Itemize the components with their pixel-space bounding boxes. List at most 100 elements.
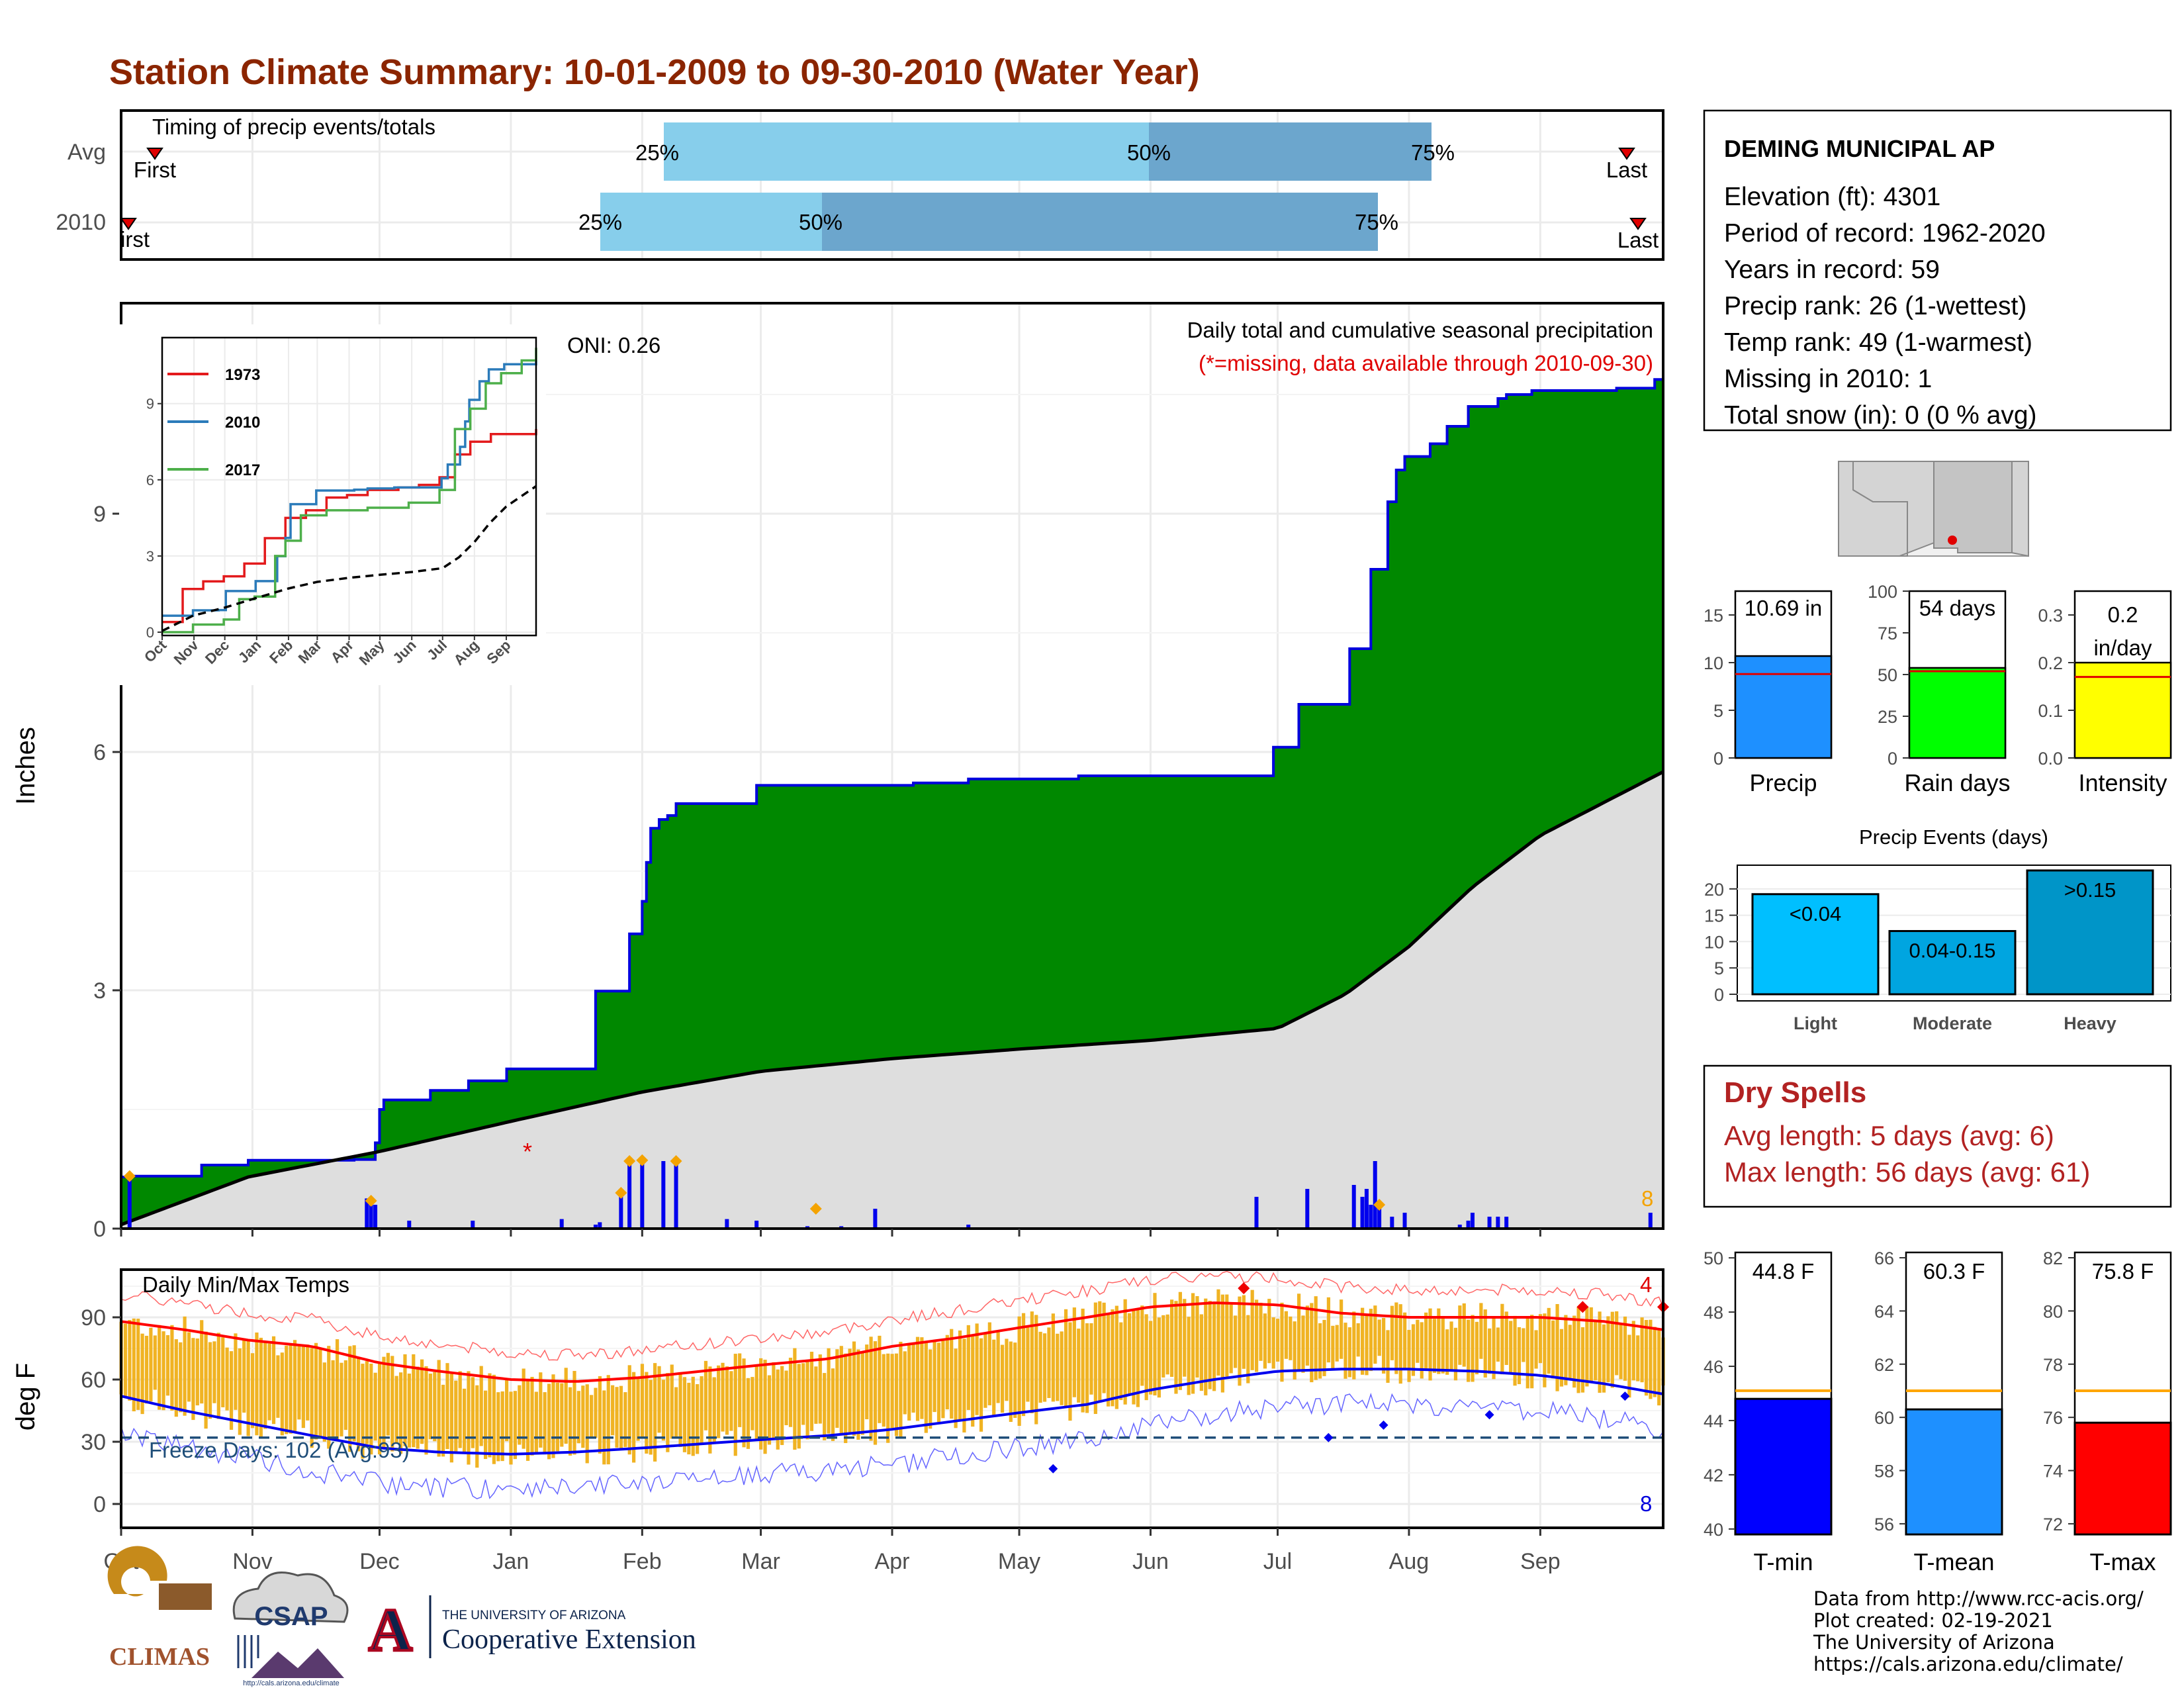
temp-bar-tick-label: 80 (2043, 1301, 2063, 1321)
daily-temp-range-bar (941, 1340, 945, 1419)
daily-temp-range-bar (1246, 1315, 1250, 1383)
record-high-marker (1576, 1301, 1589, 1313)
daily-temp-range-bar (1093, 1302, 1097, 1415)
daily-temp-range-bar (488, 1373, 492, 1458)
summary-bar-tick-label: 0.1 (2038, 701, 2063, 721)
daily-precip-bar (1470, 1213, 1475, 1229)
daily-temp-range-bar (1407, 1330, 1411, 1382)
daily-temp-range-bar (1496, 1327, 1500, 1362)
daily-temp-range-bar (1212, 1303, 1216, 1391)
daily-temp-range-bar (449, 1374, 453, 1463)
daily-precip-bar (966, 1225, 971, 1229)
record-high-marker (1238, 1282, 1250, 1295)
daily-temp-range-bar (772, 1362, 776, 1439)
daily-temp-range-bar (1326, 1297, 1331, 1363)
daily-temp-range-bar (945, 1335, 949, 1410)
station-info-box: DEMING MUNICIPAL AP Elevation (ft): 4301… (1703, 109, 2172, 432)
daily-temp-range-bar (483, 1390, 488, 1460)
daily-temp-range-bar (590, 1395, 594, 1438)
daily-temp-range-bar (793, 1348, 797, 1450)
daily-temp-range-bar (424, 1366, 428, 1455)
daily-temp-range-bar (1038, 1331, 1042, 1403)
footer-credits: Data from http://www.rcc-acis.org/ Plot … (1813, 1587, 2144, 1675)
summary-bar-value-unit: in/day (2093, 635, 2152, 660)
daily-temp-range-bar (1411, 1324, 1416, 1376)
daily-temp-range-bar (221, 1337, 225, 1407)
daily-temp-range-bar (420, 1359, 424, 1444)
daily-temp-range-bar (398, 1372, 403, 1454)
daily-temp-range-bar (780, 1366, 784, 1445)
daily-temp-range-bar (280, 1352, 284, 1436)
daily-temp-range-bar (1034, 1315, 1038, 1425)
daily-temp-range-bar (1233, 1315, 1238, 1368)
daily-precip-bar (369, 1201, 373, 1229)
daily-temp-range-bar (1225, 1294, 1229, 1377)
inset-line-2010 (162, 360, 537, 617)
daily-temp-range-bar (687, 1382, 691, 1455)
daily-temp-range-bar (1140, 1305, 1144, 1386)
daily-temp-range-bar (890, 1354, 894, 1429)
daily-temp-range-bar (649, 1380, 653, 1455)
daily-temp-range-bar (1572, 1315, 1576, 1388)
daily-temp-range-bar (572, 1371, 576, 1455)
daily-temp-range-bar (645, 1372, 649, 1454)
daily-temp-range-bar (382, 1356, 386, 1449)
daily-precip-bar (1466, 1221, 1471, 1229)
daily-temp-range-bar (742, 1358, 746, 1448)
daily-precip-bar (365, 1198, 369, 1229)
daily-temp-range-bar (1420, 1322, 1424, 1379)
summary-bar-value: 10.69 in (1745, 596, 1822, 620)
daily-temp-range-bar (1187, 1317, 1191, 1395)
summary-bar-rain-days: 0 25 50 75 100 54 days Rain days (1868, 582, 2011, 796)
daily-temp-range-bar (979, 1338, 983, 1432)
daily-temp-range-bar (763, 1360, 767, 1454)
daily-temp-range-bar (717, 1365, 721, 1438)
daily-temp-range-bar (318, 1348, 322, 1439)
daily-temp-range-bar (1551, 1320, 1555, 1379)
missing-marker: * (523, 1138, 532, 1165)
avg-p75-label: 75% (1411, 140, 1455, 165)
daily-temp-range-bar (1183, 1299, 1187, 1377)
inset-legend-label: 2017 (225, 461, 260, 479)
events-tick-label: 0 (1714, 985, 1724, 1005)
daily-temp-range-bar (691, 1376, 695, 1456)
daily-temp-range-bar (1161, 1315, 1165, 1378)
record-high-line (120, 1270, 1664, 1361)
temp-y-tick-label: 90 (81, 1305, 106, 1331)
daily-temp-range-bar (933, 1340, 936, 1413)
temp-bar-tick-label: 48 (1704, 1303, 1723, 1323)
daily-temp-range-bar (551, 1374, 555, 1458)
daily-temp-range-bar (1289, 1316, 1293, 1360)
daily-temp-range-bar (1606, 1316, 1610, 1383)
daily-temp-range-bar (123, 1323, 128, 1397)
events-bar-light (1751, 893, 1880, 996)
daily-temp-range-bar (1568, 1325, 1572, 1380)
daily-temp-range-bar (920, 1337, 924, 1419)
daily-temp-range-bar (1026, 1325, 1030, 1402)
daily-precip-bar (1402, 1213, 1407, 1229)
footer-line-2: Plot created: 02-19-2021 (1813, 1609, 2053, 1632)
daily-temp-range-bar (492, 1374, 496, 1464)
daily-temp-range-bar (1115, 1305, 1118, 1409)
daily-temp-range-bar (784, 1370, 788, 1426)
daily-temp-range-bar (1522, 1328, 1525, 1362)
station-line-4: Precip rank: 26 (1-wettest) (1724, 292, 2026, 320)
daily-temp-range-bar (767, 1375, 772, 1445)
daily-temp-range-bar (1428, 1308, 1432, 1381)
daily-temp-range-bar (1394, 1302, 1398, 1374)
daily-temp-range-bar (1220, 1294, 1224, 1393)
daily-temp-range-bar (1085, 1323, 1089, 1413)
daily-temp-range-bar (865, 1344, 869, 1420)
month-tick-label: Sep (1520, 1549, 1561, 1574)
daily-temp-range-bar (1276, 1319, 1280, 1362)
daily-temp-range-bar (263, 1342, 267, 1429)
daily-temp-range-bar (666, 1373, 670, 1452)
daily-temp-range-bar (835, 1349, 839, 1428)
daily-temp-range-bar (479, 1366, 483, 1446)
daily-temp-range-bar (471, 1377, 475, 1448)
temp-panel: 0 30 60 90 Daily Min/Max Temps Freeze Days:… (11, 1268, 1669, 1574)
temp-bar-tick-label: 60 (1874, 1408, 1894, 1428)
footer-line-4: https://cals.arizona.edu/climate/ (1813, 1653, 2123, 1675)
dry-spells-title: Dry Spells (1724, 1076, 1866, 1109)
daily-temp-range-bar (839, 1346, 843, 1434)
